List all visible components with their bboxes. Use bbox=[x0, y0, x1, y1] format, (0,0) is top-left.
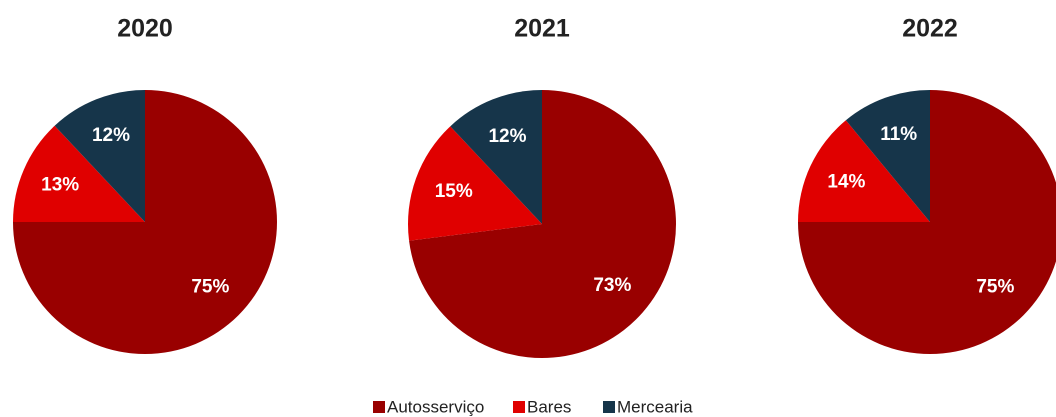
data-label: 11% bbox=[880, 124, 917, 145]
data-label: 75% bbox=[191, 276, 229, 297]
data-label: 14% bbox=[827, 172, 865, 193]
legend-label: Mercearia bbox=[617, 397, 693, 416]
pie-slice bbox=[13, 125, 145, 222]
legend-swatch bbox=[373, 401, 385, 413]
pie-slice bbox=[798, 120, 930, 222]
pie-slice bbox=[408, 126, 542, 241]
data-label: 12% bbox=[488, 126, 526, 147]
chart-title: 2021 bbox=[514, 15, 570, 43]
pie-slice bbox=[845, 90, 930, 222]
legend-label: Autosserviço bbox=[387, 397, 484, 416]
legend-label: Bares bbox=[527, 397, 571, 416]
pie-slice bbox=[54, 90, 145, 222]
legend-swatch bbox=[603, 401, 615, 413]
pie-slice bbox=[409, 90, 676, 358]
data-label: 73% bbox=[593, 275, 631, 296]
chart-title: 2020 bbox=[117, 15, 173, 43]
pie-slice bbox=[450, 90, 542, 224]
data-label: 12% bbox=[92, 125, 130, 146]
data-label: 13% bbox=[41, 174, 79, 195]
data-label: 75% bbox=[976, 276, 1014, 297]
chart-title: 2022 bbox=[902, 15, 958, 43]
pie-slice bbox=[798, 90, 1056, 354]
data-label: 15% bbox=[435, 181, 473, 202]
legend-swatch bbox=[513, 401, 525, 413]
